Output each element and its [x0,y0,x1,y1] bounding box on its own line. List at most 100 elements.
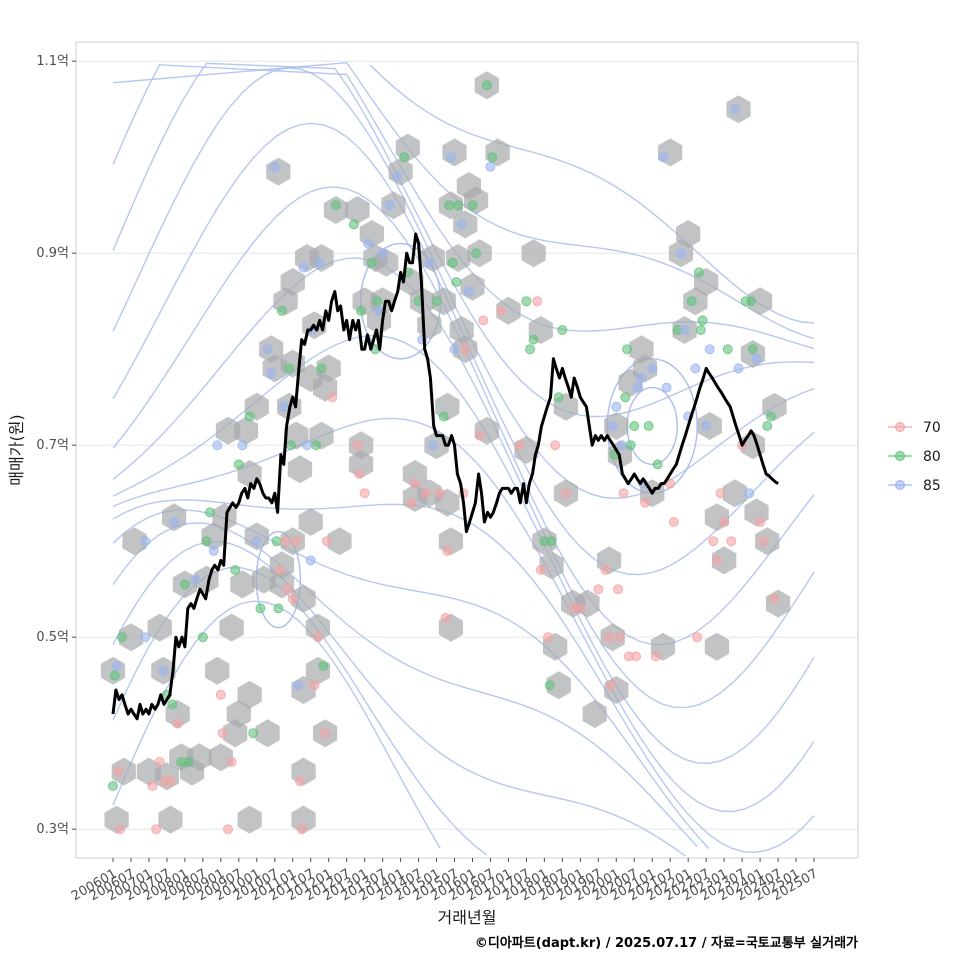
scatter-point-70 [593,584,604,595]
scatter-point-70 [282,584,293,595]
scatter-point-70 [154,757,165,767]
scatter-point-85 [269,161,280,172]
x-axis-title: 거래년월 [438,908,497,927]
scatter-point-80 [652,459,663,470]
legend-key-dot-85 [895,480,905,490]
scatter-point-70 [440,613,451,623]
scatter-point-70 [532,296,543,307]
plot-panel-border [75,41,859,859]
scatter-point-80 [179,579,190,590]
scatter-point-70 [172,718,183,729]
hexbin-cell [122,527,147,556]
scatter-point-70 [708,536,719,547]
scatter-point-70 [692,632,703,643]
hexbin-cell [712,546,737,575]
scatter-point-70 [354,469,365,479]
scatter-point-80 [330,200,341,211]
scatter-point-85 [384,200,395,211]
scatter-point-80 [285,440,296,451]
scatter-point-80 [372,296,383,307]
scatter-point-85 [424,257,435,268]
scatter-point-85 [658,152,669,163]
scatter-point-85 [729,104,740,115]
hexbin-cell [327,527,352,556]
hexbin-cell [521,239,546,268]
scatter-point-70 [605,680,616,691]
scatter-point-70 [223,824,234,835]
hexbin-cell [431,287,456,316]
scatter-point-70 [514,440,525,451]
hexbin-cell [722,479,747,508]
hexbin-cell [230,570,255,599]
scatter-point-80 [438,411,449,422]
scatter-point-85 [679,325,690,335]
scatter-point-70 [474,430,485,441]
scatter-point-85 [456,219,467,230]
scatter-point-80 [318,661,329,671]
scatter-point-85 [158,665,169,676]
scatter-point-85 [675,248,686,259]
scatter-point-70 [275,565,286,575]
y-axis: 0.3억 0.5억 0.7억 0.9억 1.1억 [36,54,76,837]
scatter-point-85 [314,257,325,268]
scatter-point-85 [266,368,277,379]
scatter-point-70 [719,517,730,527]
scatter-point-70 [406,497,417,508]
scatter-point-85 [611,401,622,412]
scatter-point-85 [237,440,248,451]
contour-line [112,499,815,854]
y-tick-label: 1.1억 [36,54,69,69]
scatter-point-70 [496,305,507,316]
scatter-point-80 [546,536,557,547]
legend-key-dot-70 [895,422,905,432]
scatter-point-85 [251,536,262,547]
legend-label-85: 85 [923,478,941,494]
scatter-point-80 [167,699,178,710]
hexbin-cell [233,416,259,445]
hexbin-cell [118,623,144,652]
scatter-point-85 [427,440,438,451]
scatter-point-80 [248,728,259,739]
scatter-point-80 [399,152,410,163]
scatter-point-85 [751,353,762,364]
scatter-point-70 [296,824,307,835]
scatter-point-80 [643,421,654,431]
scatter-point-80 [356,305,367,316]
scatter-point-85 [140,536,151,547]
scatter-point-70 [435,488,446,499]
scatter-point-80 [747,344,758,355]
legend-label-70: 70 [923,420,941,436]
scatter-point-85 [278,401,289,412]
scatter-point-85 [744,488,755,499]
scatter-point-80 [205,507,216,518]
hexbin-cell [291,584,316,613]
scatter-point-80 [255,603,266,614]
scatter-point-70 [280,536,291,547]
scatter-point-80 [525,344,536,355]
y-tick-label: 0.5억 [36,630,69,645]
scatter-point-80 [348,219,359,230]
scatter-point-80 [197,632,208,643]
scatter-point-85 [701,421,712,431]
scatter-point-80 [544,680,555,691]
scatter-point-70 [312,632,323,643]
source-caption: ©디아파트(dapt.kr) / 2025.07.17 / 자료=국토교통부 실… [475,935,858,951]
scatter-point-85 [111,661,122,671]
hexbin-cell [298,508,323,536]
scatter-point-70 [442,545,453,556]
scatter-point-80 [762,421,773,431]
scatter-point-80 [366,257,377,268]
hexbin-cell [496,296,521,325]
scatter-point-80 [697,315,708,326]
scatter-point-80 [230,565,241,575]
hexbin-cell [111,757,136,786]
scatter-point-80 [108,781,118,791]
scatter-point-70 [165,776,176,787]
hexbin-cell [704,632,730,661]
scatter-point-70 [550,440,561,451]
scatter-point-80 [487,152,498,163]
legend: 70 80 85 [888,420,941,494]
scatter-point-70 [640,497,651,508]
hexbin-cell [237,805,262,834]
